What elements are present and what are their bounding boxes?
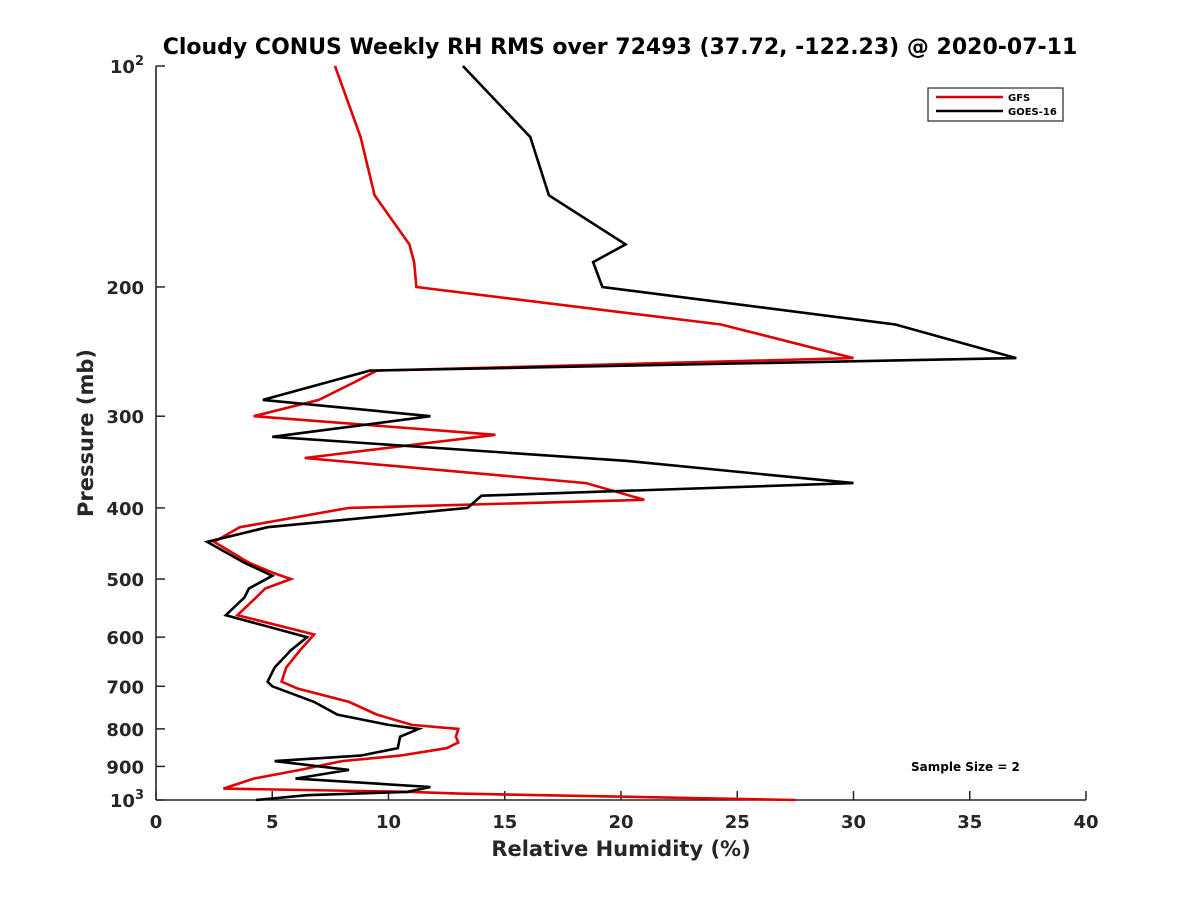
sample-size-annotation: Sample Size = 2 [911,760,1020,774]
y-tick-label: 600 [106,628,144,649]
y-tick-label: 800 [106,720,144,741]
y-tick-label: 102 [110,54,144,78]
x-tick-label: 40 [1073,812,1098,833]
x-tick-label: 25 [725,812,750,833]
y-ticks: 102 200 300 400 500 600 700 800 900 103 [106,54,165,812]
x-tick-label: 35 [957,812,982,833]
x-tick-label: 5 [266,812,279,833]
y-tick-label: 900 [106,757,144,778]
legend: GFS GOES-16 [927,87,1064,122]
x-tick-label: 20 [608,812,633,833]
x-axis-label: Relative Humidity (%) [491,837,750,861]
x-ticks: 0 5 10 15 20 25 30 35 40 [150,791,1099,833]
x-tick-label: 0 [150,812,163,833]
y-tick-label: 500 [106,570,144,591]
y-tick-label: 103 [110,788,144,812]
legend-box [927,87,1064,122]
x-tick-label: 30 [841,812,866,833]
y-axis-label: Pressure (mb) [74,349,98,517]
series-line-goes-16 [203,65,1017,802]
x-tick-label: 15 [492,812,517,833]
series-lines [203,65,1017,802]
series-line-gfs [211,65,854,802]
x-tick-label: 10 [376,812,401,833]
legend-label: GOES-16 [1008,107,1057,118]
y-tick-label: 300 [106,407,144,428]
y-tick-label: 200 [106,278,144,299]
legend-label: GFS [1008,93,1030,104]
chart-title: Cloudy CONUS Weekly RH RMS over 72493 (3… [163,35,1078,60]
y-tick-label: 400 [106,499,144,520]
y-tick-label: 700 [106,677,144,698]
